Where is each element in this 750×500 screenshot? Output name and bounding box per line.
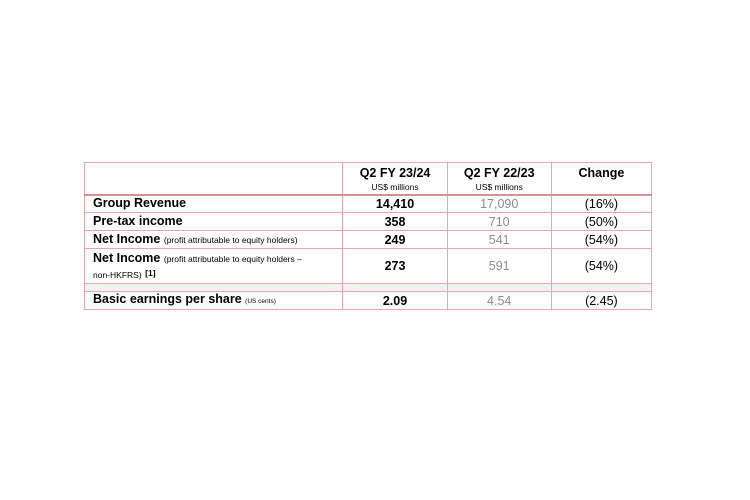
row-label-text: Net Income bbox=[93, 250, 161, 265]
change-value: (54%) bbox=[550, 230, 653, 249]
change-value: (2.45) bbox=[550, 291, 653, 310]
change-title: Change bbox=[578, 166, 625, 180]
row-label-text: Basic earnings per share bbox=[93, 292, 242, 306]
table-row-basic-eps: Basic earnings per share (US cents) 2.09… bbox=[83, 291, 653, 310]
prior-period-unit: US$ millions bbox=[475, 182, 523, 192]
row-label-text: Group Revenue bbox=[93, 196, 187, 211]
prior-value: 710 bbox=[446, 212, 552, 231]
row-label: Group Revenue bbox=[83, 194, 344, 213]
footnote-reference: [1] bbox=[145, 267, 156, 278]
change-value: (54%) bbox=[550, 248, 653, 284]
table-row-net-income: Net Income (profit attributable to equit… bbox=[83, 230, 653, 249]
table-row-group-revenue: Group Revenue 14,410 17,090 (16%) bbox=[83, 194, 653, 213]
header-change: Change bbox=[550, 162, 653, 196]
row-label: Pre-tax income bbox=[83, 212, 344, 231]
prior-value: 17,090 bbox=[446, 194, 552, 213]
row-label-text: Pre-tax income bbox=[93, 214, 183, 228]
row-label-line-2: non-HKFRS) [1] bbox=[93, 266, 342, 282]
spacer-cell bbox=[83, 283, 344, 292]
change-value: (50%) bbox=[550, 212, 653, 231]
spacer-cell bbox=[342, 283, 448, 292]
table-row-pretax-income: Pre-tax income 358 710 (50%) bbox=[83, 212, 653, 231]
header-empty-cell bbox=[83, 162, 344, 196]
row-label-note: (profit attributable to equity holders – bbox=[163, 253, 302, 264]
row-label: Net Income (profit attributable to equit… bbox=[83, 230, 344, 249]
row-label-note: (US cents) bbox=[245, 298, 276, 305]
current-value: 2.09 bbox=[342, 291, 448, 310]
spacer-cell bbox=[446, 283, 552, 292]
row-label-text: Net Income bbox=[93, 231, 161, 246]
financial-results-table: Q2 FY 23/24 US$ millions Q2 FY 22/23 US$… bbox=[83, 162, 653, 310]
current-period-unit: US$ millions bbox=[371, 182, 419, 192]
row-label-line-1: Net Income (profit attributable to equit… bbox=[93, 251, 342, 266]
table-spacer-row bbox=[83, 283, 653, 292]
spacer-cell bbox=[550, 283, 653, 292]
row-label-note: (profit attributable to equity holders) bbox=[163, 234, 298, 245]
row-label: Basic earnings per share (US cents) bbox=[83, 291, 344, 310]
table-row-net-income-non-hkfrs: Net Income (profit attributable to equit… bbox=[83, 248, 653, 284]
row-label-note-continued: non-HKFRS) bbox=[93, 269, 142, 280]
current-value: 358 bbox=[342, 212, 448, 231]
change-value: (16%) bbox=[550, 194, 653, 213]
prior-value: 541 bbox=[446, 230, 552, 249]
current-value: 14,410 bbox=[342, 194, 448, 213]
prior-period-title: Q2 FY 22/23 bbox=[463, 166, 535, 180]
header-current-period: Q2 FY 23/24 US$ millions bbox=[342, 162, 448, 196]
row-label: Net Income (profit attributable to equit… bbox=[83, 248, 344, 284]
table-header-row: Q2 FY 23/24 US$ millions Q2 FY 22/23 US$… bbox=[83, 162, 653, 196]
current-value: 249 bbox=[342, 230, 448, 249]
header-prior-period: Q2 FY 22/23 US$ millions bbox=[446, 162, 552, 196]
prior-value: 591 bbox=[446, 248, 552, 284]
current-value: 273 bbox=[342, 248, 448, 284]
prior-value: 4.54 bbox=[446, 291, 552, 310]
current-period-title: Q2 FY 23/24 bbox=[359, 166, 431, 180]
